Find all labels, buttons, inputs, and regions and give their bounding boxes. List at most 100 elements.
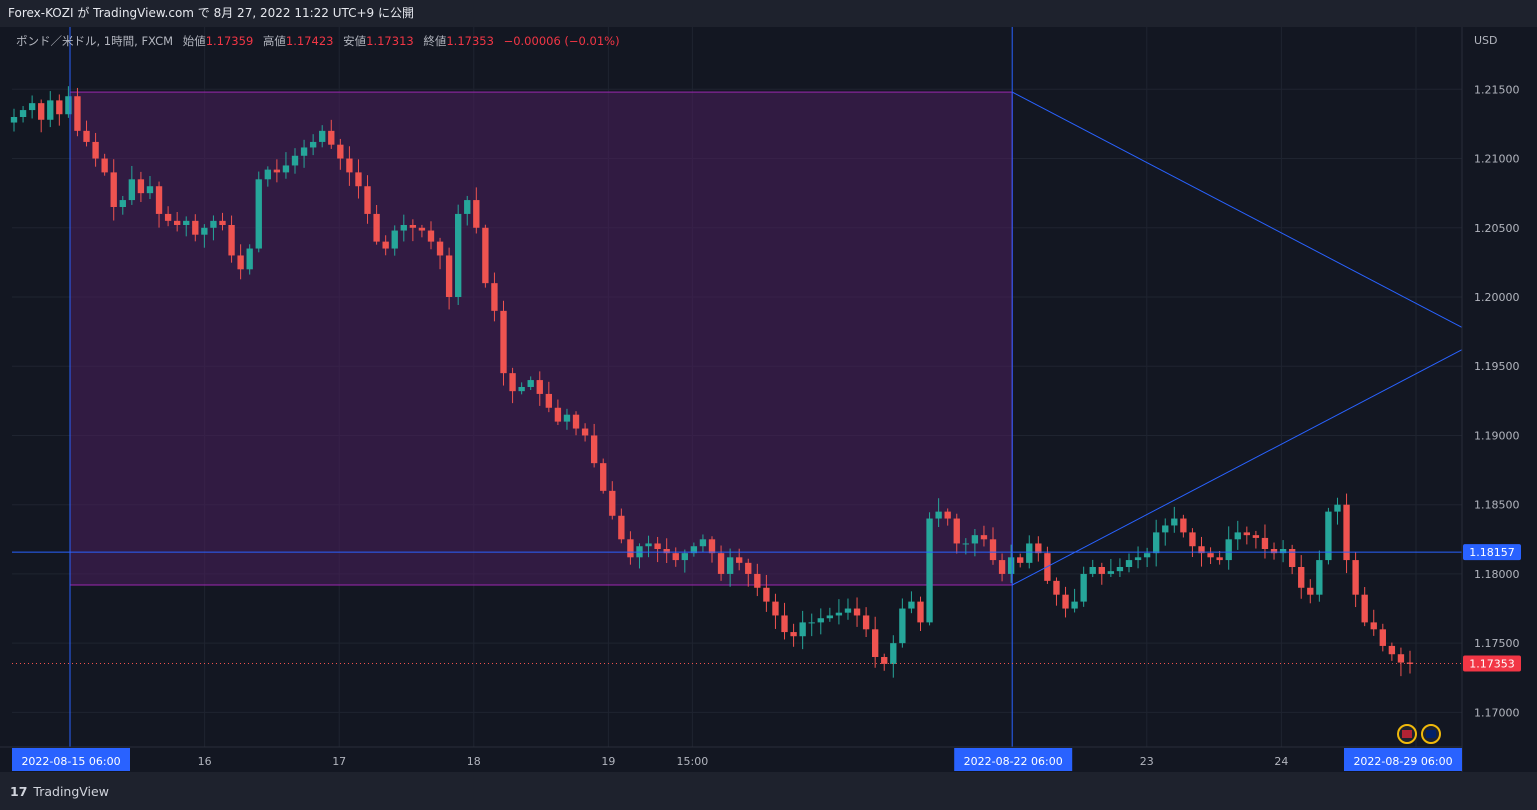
candle-body [92,141,99,159]
flag-icon-fill [1402,730,1412,738]
candle-body [790,632,797,637]
price-tick-label: 1.21500 [1474,83,1520,96]
candle-body [56,100,63,115]
candle-body [663,549,670,554]
time-tick-label: 15:00 [677,755,709,768]
candle-body [1189,532,1196,547]
candle-body [1334,504,1341,512]
candle-body [899,608,906,644]
candle-body [736,557,743,563]
candle-body [799,622,806,637]
candle-body [581,428,589,436]
candle-body [1252,535,1260,538]
candle-body [690,546,698,554]
candle-body [1225,539,1232,561]
candle-body [246,248,253,270]
date-highlight-label: 2022-08-29 06:00 [1353,755,1452,768]
candle-body [953,518,960,544]
tradingview-logo[interactable]: 17 TradingView [10,784,109,799]
candle-body [1171,518,1178,526]
candle-body [47,100,54,120]
candle-body [1035,543,1042,554]
date-highlight-tag [954,748,1073,771]
candle-body [781,615,788,633]
tradingview-logo-text: TradingView [33,784,109,799]
price-tick-label: 1.18000 [1474,568,1520,581]
candle-body [1216,557,1223,561]
candle-body [319,130,326,142]
low-value: 1.17313 [366,34,414,48]
candle-body [1234,532,1241,540]
candle-body [228,225,235,256]
candle-body [409,225,417,228]
candle-body [128,179,136,201]
candle-body [554,407,562,422]
candle-body [1143,553,1151,558]
candle-body [717,553,725,574]
candle-body [219,220,226,225]
candle-body [264,169,271,180]
candle-body [282,165,290,173]
candle-body [1098,567,1105,574]
price-tick-label: 1.18500 [1474,499,1520,512]
candle-body [210,220,217,228]
open-value: 1.17359 [205,34,254,48]
candle-body [726,557,734,574]
candle-body [627,539,634,558]
horizontal-line-price-tag [1463,544,1521,561]
candle-body [291,155,299,166]
candle-body [1071,601,1078,609]
candle-body [1089,567,1096,574]
candle-body [146,186,154,194]
rectangle-drawing [69,91,1013,586]
candle-body [455,213,462,297]
cross-trend-line [1011,309,1537,586]
flag-icon-fill [1426,730,1436,738]
candle-body [908,601,915,609]
last-price-tag [1463,655,1521,672]
candle-body [1026,543,1033,563]
candle-body [980,535,988,540]
candle-body [1406,662,1414,664]
high-label: 高値 [262,34,286,48]
candle-body [1261,537,1269,549]
candle-body [1397,654,1405,663]
candle-body [545,393,553,408]
candle-body [890,643,897,664]
symbol-legend: ポンド／米ドル, 1時間, FXCM 始値1.17359 高値1.17423 安… [16,33,620,49]
candle-body [201,227,208,235]
candle-body [998,560,1006,574]
currency-label: USD [1474,34,1498,47]
candle-body [844,608,852,613]
candle-body [772,601,779,616]
candle-body [600,463,607,491]
candle-body [436,241,444,256]
symbol-name: ポンド／米ドル, 1時間, FXCM [16,34,174,48]
candle-body [817,618,824,623]
candle-body [328,130,335,145]
candle-body [346,158,353,173]
price-scale-bg [1462,27,1537,747]
candle-body [935,511,942,519]
date-highlight-tag [12,748,130,771]
candle-body [400,225,407,231]
candle-body [273,169,281,173]
candle-body [1270,549,1278,554]
time-tick-label: 23 [1140,755,1154,768]
candle-body [101,158,108,173]
candle-body [119,200,126,207]
candle-body [1379,629,1386,646]
low-label: 安値 [343,34,367,48]
candle-body [808,622,815,624]
candle-body [1116,567,1124,572]
range-rectangle [69,91,1013,586]
candle-body [1207,553,1214,558]
candle-body [74,96,81,131]
candle-body [618,515,625,540]
candle-body [1298,567,1305,588]
candle-body [183,220,190,225]
candle-body [609,490,616,516]
price-tick-label: 1.17500 [1474,637,1520,650]
